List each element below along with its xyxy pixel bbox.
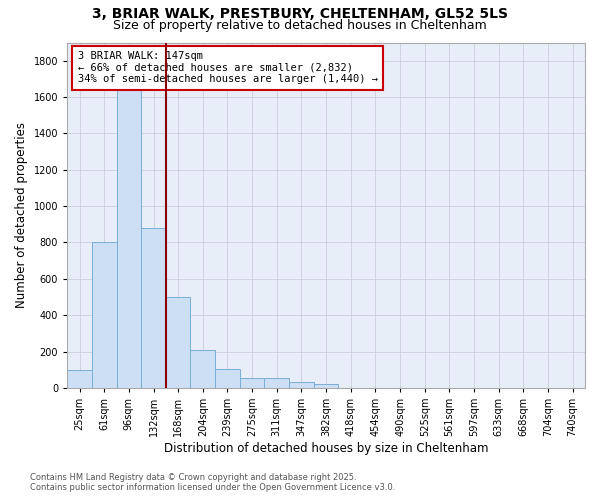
Text: 3, BRIAR WALK, PRESTBURY, CHELTENHAM, GL52 5LS: 3, BRIAR WALK, PRESTBURY, CHELTENHAM, GL… [92,8,508,22]
Bar [314,384,338,388]
Bar [265,378,289,388]
Bar [116,88,141,388]
X-axis label: Distribution of detached houses by size in Cheltenham: Distribution of detached houses by size … [164,442,488,455]
Bar [240,378,265,388]
Bar [215,369,240,388]
Bar [92,242,116,388]
Bar [166,297,190,388]
Bar [190,350,215,388]
Bar [141,228,166,388]
Text: 3 BRIAR WALK: 147sqm
← 66% of detached houses are smaller (2,832)
34% of semi-de: 3 BRIAR WALK: 147sqm ← 66% of detached h… [77,51,377,84]
Y-axis label: Number of detached properties: Number of detached properties [15,122,28,308]
Bar [289,382,314,388]
Bar [67,370,92,388]
Text: Contains HM Land Registry data © Crown copyright and database right 2025.
Contai: Contains HM Land Registry data © Crown c… [30,473,395,492]
Text: Size of property relative to detached houses in Cheltenham: Size of property relative to detached ho… [113,18,487,32]
